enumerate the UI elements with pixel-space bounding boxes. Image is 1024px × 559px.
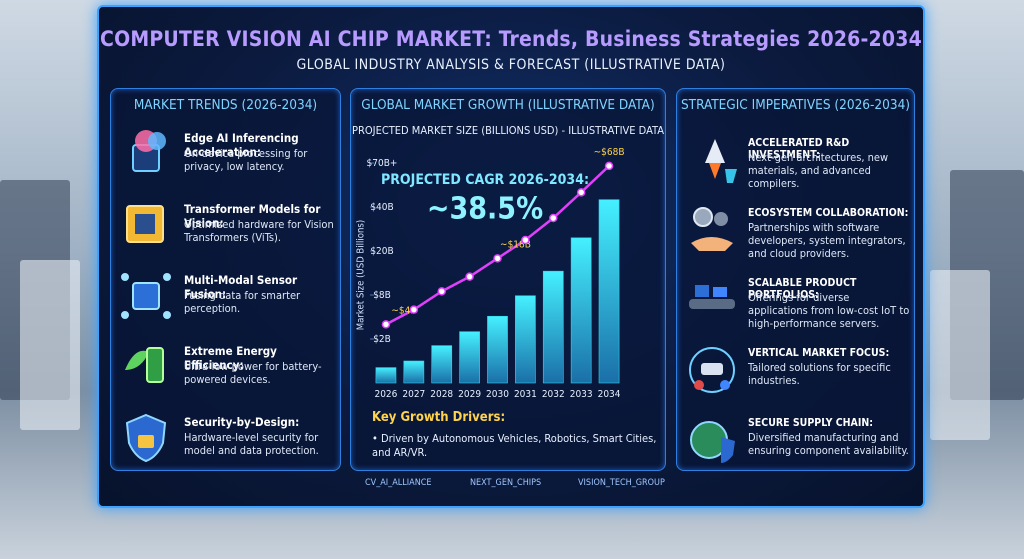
trend-text: Optimized hardware for Vision Transforme… [184,218,334,244]
trend-icon [125,347,164,383]
trend-icon [132,130,166,172]
strategy-icon [689,285,735,309]
trend-item: Security-by-Design: Hardware-level securi… [111,409,340,473]
trend-heading: Security-by-Design: [184,415,300,429]
strategy-item: SECURE SUPPLY CHAIN: Diversified manufact… [677,411,914,475]
strategy-text: Next-gen architectures, new materials, a… [748,151,889,190]
strategy-icon [690,421,735,463]
trend-icon [125,413,167,463]
trend-text: Fusing data for smarter perception. [184,289,301,315]
trend-text: Hardware-level security for model and da… [184,431,319,457]
drivers-title: Key Growth Drivers: [372,410,506,425]
background-person [930,270,990,440]
trends-panel: MARKET TRENDS (2026-2034) Edge AI Infere… [110,88,341,471]
strategy-heading: VERTICAL MARKET FOCUS: [748,347,890,359]
strategy-item: ECOSYSTEM COLLABORATION: Partnerships wit… [677,201,914,265]
strategy-icon [705,139,737,183]
strategy-heading: ACCELERATED R&D INVESTMENT: [748,137,850,161]
trend-icon [126,205,164,243]
trend-heading: Edge AI Inferencing Acceleration: [184,131,299,159]
footer-logo: NEXT_GEN_CHIPS [470,478,542,488]
trend-item: Transformer Models for Vision: Optimized … [111,196,340,260]
panel-title: GLOBAL MARKET GROWTH (ILLUSTRATIVE DATA) [361,97,655,113]
trend-item: Edge AI Inferencing Acceleration: On-devi… [111,125,340,189]
trend-heading: Extreme Energy Efficiency: [184,344,277,372]
main-subtitle: GLOBAL INDUSTRY ANALYSIS & FORECAST (ILL… [296,57,726,73]
trend-heading: Multi-Modal Sensor Fusion: [184,273,298,301]
background-person [20,260,80,430]
main-title: COMPUTER VISION AI CHIP MARKET: Trends, … [100,27,922,51]
strategy-heading: SECURE SUPPLY CHAIN: [748,417,874,429]
strategy-text: Offerings for diverse applications from … [748,291,910,330]
strategy-item: SCALABLE PRODUCT PORTFOLIOS: Offerings fo… [677,271,914,335]
panel-title: STRATEGIC IMPERATIVES (2026-2034) [680,97,911,113]
footer-logo: CV_AI_ALLIANCE [365,478,432,488]
strategy-text: Diversified manufacturing and ensuring c… [748,431,909,457]
strategy-item: ACCELERATED R&D INVESTMENT: Next-gen arch… [677,131,914,195]
trend-text: On-device processing for privacy, low la… [184,147,308,173]
trend-text: Ultra-low power for battery-powered devi… [184,360,322,386]
strategy-text: Partnerships with software developers, s… [748,221,906,260]
drivers-text: Driven by Autonomous Vehicles, Robotics,… [372,432,662,460]
panel-title: MARKET TRENDS (2026-2034) [133,97,318,113]
strategy-panel: STRATEGIC IMPERATIVES (2026-2034) ACCELE… [676,88,915,471]
strategy-text: Tailored solutions for specific industri… [748,361,891,387]
strategy-icon [689,347,735,393]
trend-item: Multi-Modal Sensor Fusion: Fusing data fo… [111,267,340,331]
strategy-item: VERTICAL MARKET FOCUS: Tailored solutions… [677,341,914,405]
strategy-heading: ECOSYSTEM COLLABORATION: [748,207,909,219]
strategy-heading: SCALABLE PRODUCT PORTFOLIOS: [748,277,857,301]
strategy-icon [691,207,733,251]
trend-icon [121,273,171,319]
footer-logo: VISION_TECH_GROUP [578,478,665,488]
trend-item: Extreme Energy Efficiency: Ultra-low powe… [111,338,340,402]
trend-heading: Transformer Models for Vision: [184,202,321,230]
